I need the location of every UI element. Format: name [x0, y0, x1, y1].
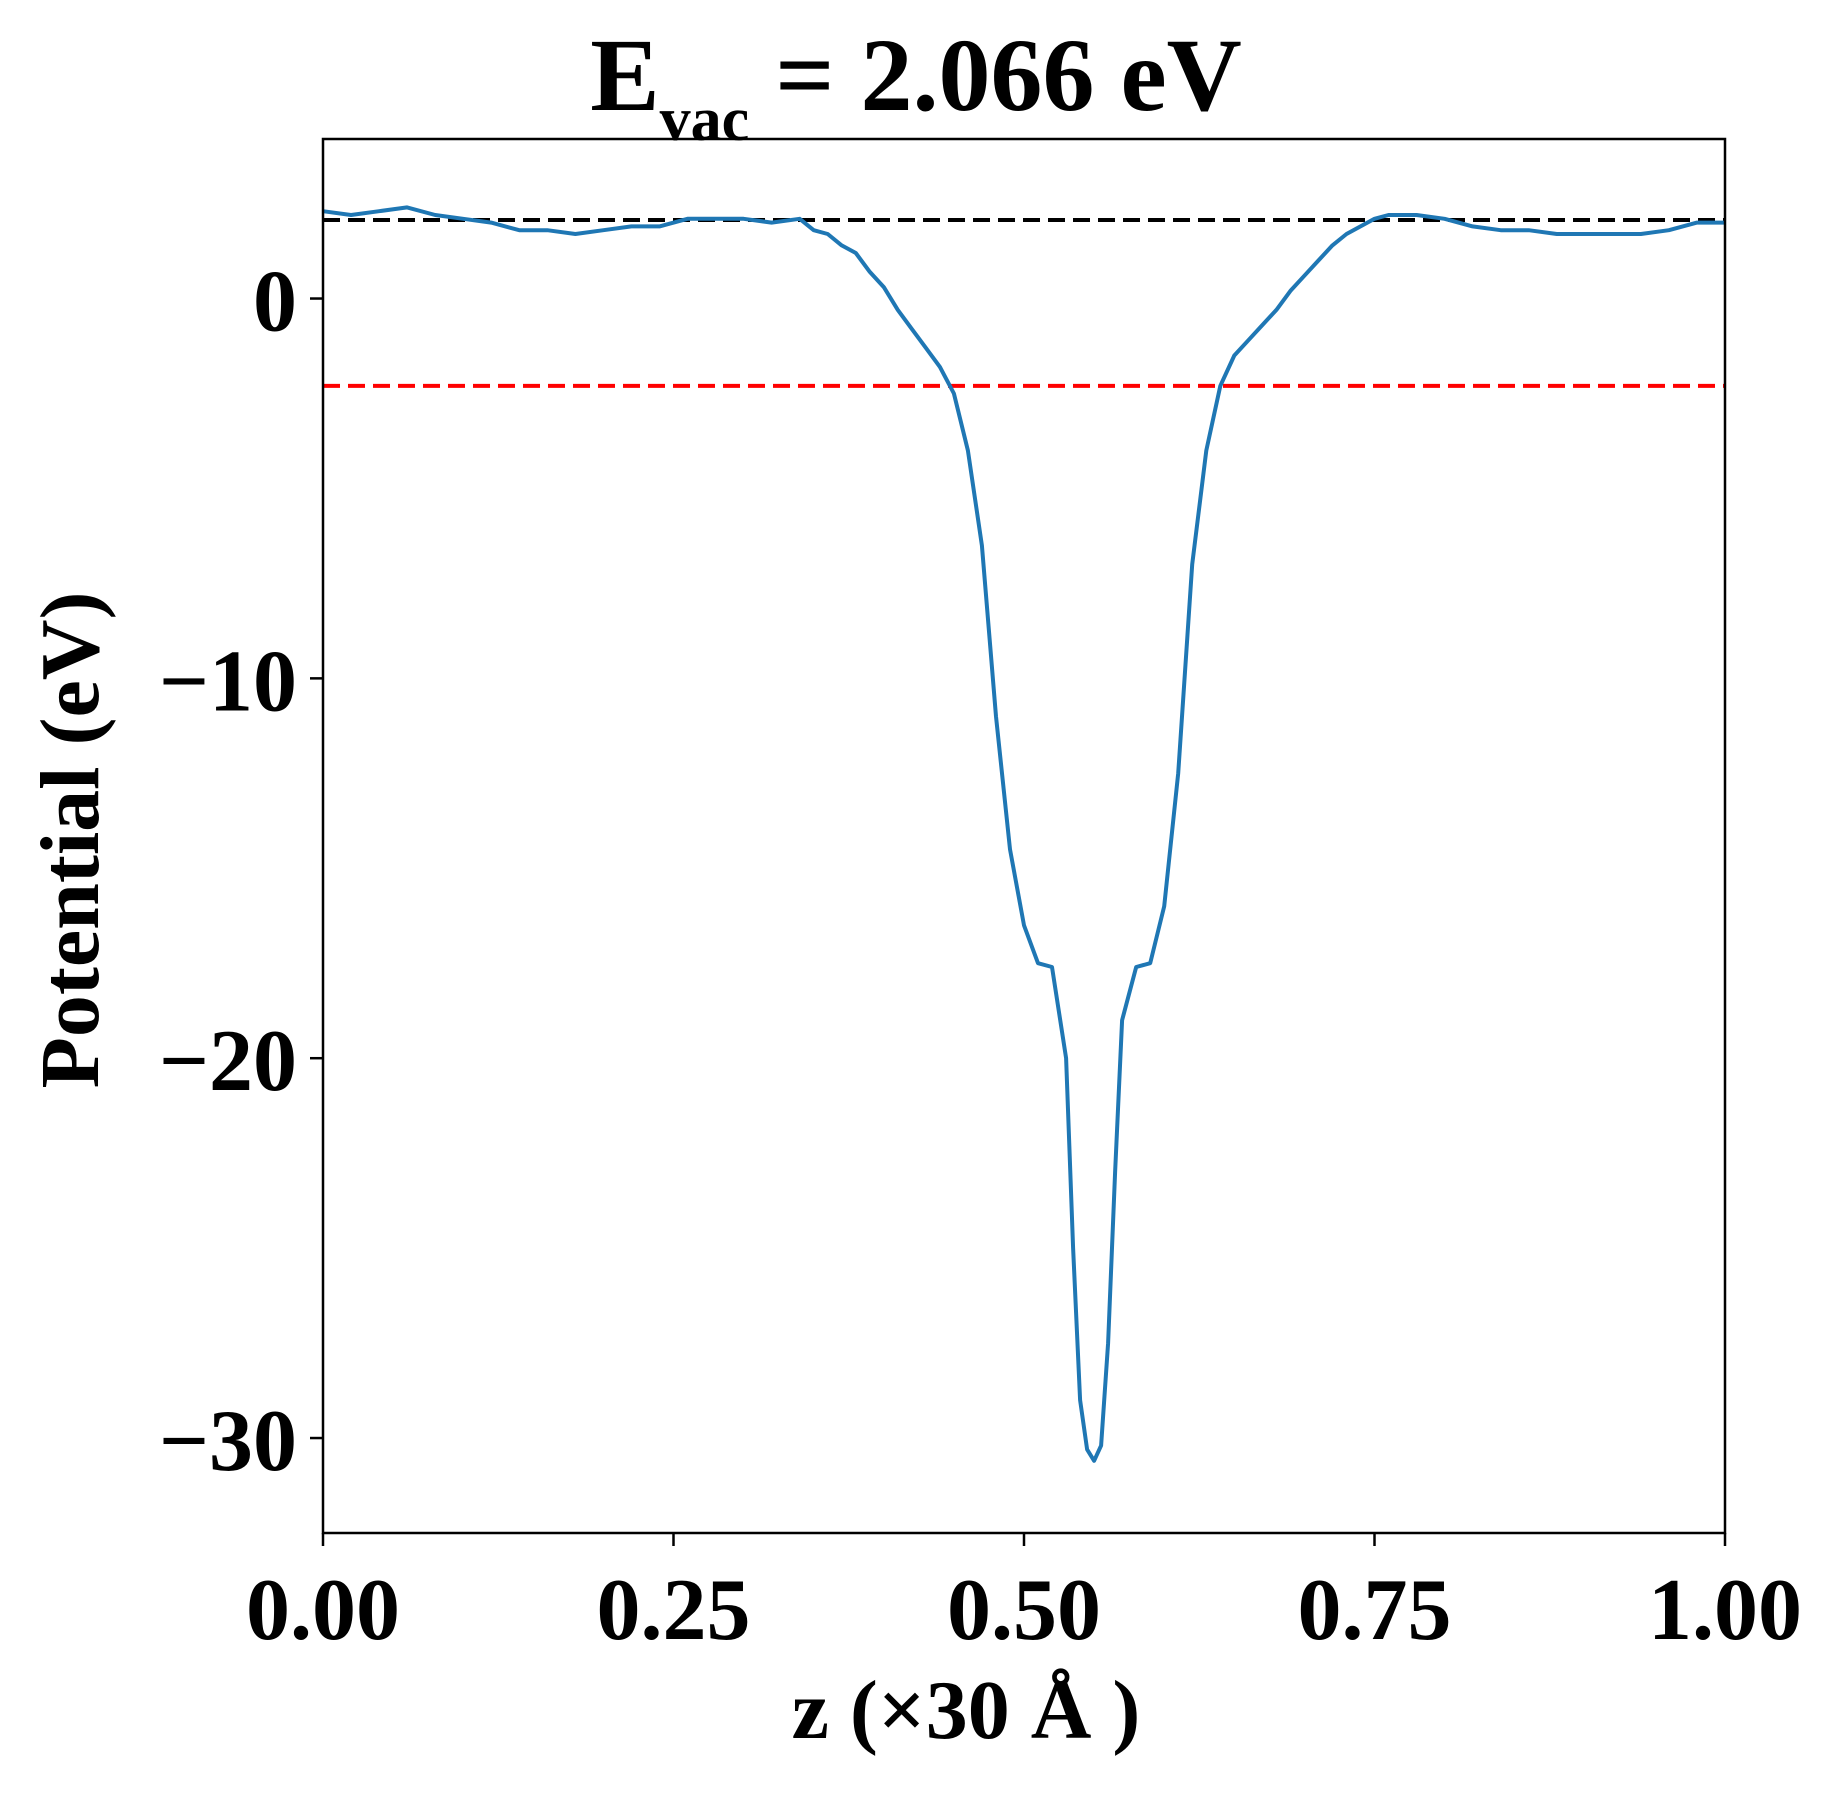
title-subscript: vac: [660, 86, 750, 154]
x-tick-label: 0.25: [597, 1562, 751, 1659]
title-symbol: E: [590, 18, 659, 133]
y-tick-label: 0: [253, 254, 297, 351]
y-tick-label: −10: [159, 633, 297, 730]
title-value: = 2.066 eV: [749, 18, 1242, 133]
svg-text:Evac = 2.066 eV: Evac = 2.066 eV: [590, 18, 1241, 154]
x-tick-label: 1.00: [1648, 1562, 1802, 1659]
chart-title: Evac = 2.066 eV: [590, 18, 1241, 154]
x-tick-label: 0.75: [1298, 1562, 1452, 1659]
series-line-0: [322, 205, 1725, 1463]
x-tick-label: 0.50: [947, 1562, 1101, 1659]
y-tick-label: −30: [159, 1393, 297, 1490]
y-tick-label: −20: [159, 1013, 297, 1110]
y-axis-label: Potential (eV): [24, 592, 117, 1089]
x-axis-label: z (×30 Å ): [792, 1664, 1141, 1757]
plot-frame: [321, 137, 1727, 1535]
x-tick-label: 0.00: [246, 1562, 400, 1659]
plot-area: 0.00 0.25 0.50 0.75 1.00 0 −10 −20 −30: [159, 137, 1802, 1659]
